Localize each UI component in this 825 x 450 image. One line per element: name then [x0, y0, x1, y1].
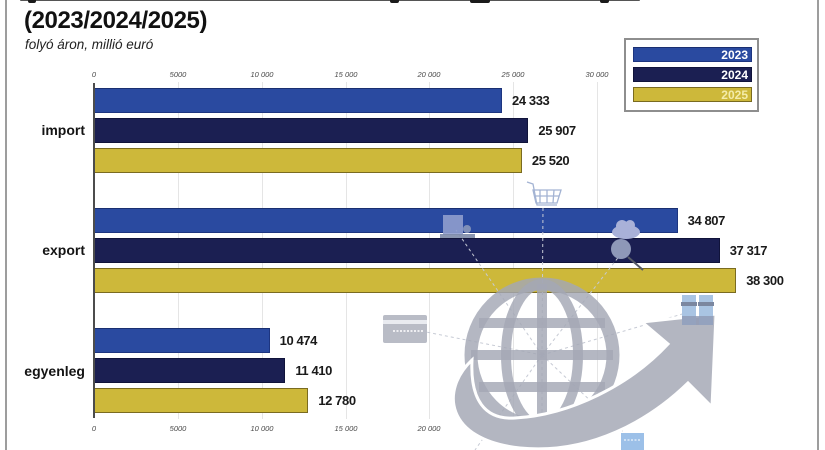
storefront-icon	[621, 433, 644, 450]
growth-arrow-icon	[451, 312, 718, 450]
bar-row: 34 807	[94, 208, 725, 233]
legend-item-2024: 2024	[633, 67, 752, 82]
chart-subtitle: folyó áron, millió euró	[25, 37, 154, 52]
value-label: 34 807	[687, 213, 726, 228]
bar-egyenleg-2024	[94, 358, 286, 383]
category-label-import: import	[41, 122, 85, 138]
bar-import-2023	[94, 88, 502, 113]
legend-item-2025: 2025	[633, 87, 752, 102]
bar-row: 25 907	[94, 118, 576, 143]
x-tick-bottom: 10 000	[250, 424, 274, 433]
frame-border-right	[817, 0, 819, 450]
bar-egyenleg-2023	[94, 328, 270, 353]
x-tick-top: 20 000	[417, 70, 441, 79]
x-tick-top: 25 000	[501, 70, 525, 79]
value-label: 12 780	[318, 393, 356, 408]
globe-icon	[464, 277, 620, 433]
x-tick-top: 10 000	[250, 70, 274, 79]
title-line-1-clipped	[20, 0, 660, 5]
bar-import-2024	[94, 118, 529, 143]
legend-item-2023: 2023	[633, 47, 752, 62]
legend: 2023 2024 2025	[624, 38, 759, 112]
x-tick-top: 15 000	[334, 70, 358, 79]
x-tick-bottom: 0	[91, 424, 97, 433]
bar-export-2023	[94, 208, 678, 233]
value-label: 25 907	[538, 123, 576, 138]
value-label: 10 474	[279, 333, 318, 348]
x-tick-top: 5000	[169, 70, 187, 79]
x-tick-bottom: 15 000	[334, 424, 358, 433]
x-tick-top: 0	[91, 70, 97, 79]
credit-card-icon	[383, 315, 427, 343]
chart-title: (2023/2024/2025)	[24, 7, 208, 34]
bar-row: 25 520	[94, 148, 570, 173]
value-label: 25 520	[531, 153, 570, 168]
bar-export-2025	[94, 268, 737, 293]
bar-egyenleg-2025	[94, 388, 309, 413]
value-label: 11 410	[295, 363, 332, 378]
value-label: 38 300	[746, 273, 784, 288]
bar-row: 11 410	[94, 358, 332, 383]
bar-import-2025	[94, 148, 522, 173]
x-tick-top: 30 000	[585, 70, 609, 79]
y-axis-line	[93, 83, 95, 418]
bar-row: 37 317	[94, 238, 767, 263]
gift-box-icon	[681, 295, 714, 325]
x-tick-bottom: 20 000	[417, 424, 441, 433]
category-label-egyenleg: egyenleg	[24, 363, 85, 379]
value-label: 24 333	[512, 93, 550, 108]
value-label: 37 317	[729, 243, 768, 258]
category-label-export: export	[42, 242, 85, 258]
bar-export-2024	[94, 238, 720, 263]
x-tick-bottom: 5000	[169, 424, 187, 433]
shopping-cart-icon	[526, 181, 562, 206]
frame-border-left	[5, 0, 7, 450]
bar-row: 38 300	[94, 268, 784, 293]
bar-row: 12 780	[94, 388, 356, 413]
bar-row: 10 474	[94, 328, 317, 353]
bar-row: 24 333	[94, 88, 550, 113]
